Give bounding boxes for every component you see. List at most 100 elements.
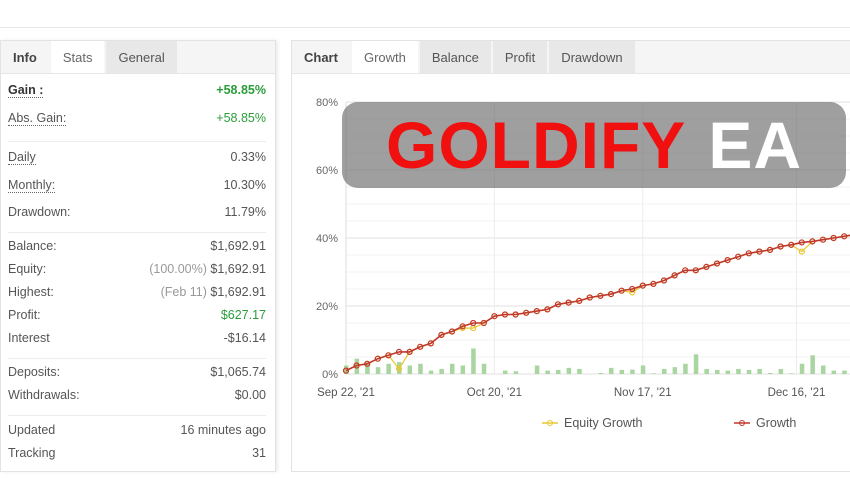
tab-growth[interactable]: Growth [351, 41, 418, 73]
stat-label[interactable]: Gain : [8, 83, 44, 98]
stat-row: Monthly: 10.30% [8, 178, 266, 193]
stat-label[interactable]: Monthly: [8, 178, 56, 193]
x-tick-label: Dec 16, '21 [768, 387, 826, 399]
volume-bar [651, 373, 656, 374]
stat-value-text: $1,692.91 [210, 285, 266, 299]
volume-bar [672, 367, 678, 374]
data-point [554, 301, 562, 308]
divider [8, 141, 266, 142]
stat-value-text: $1,065.74 [210, 365, 266, 379]
volume-bar [736, 368, 741, 374]
stat-row: Highest: (Feb 11) $1,692.91 [8, 285, 266, 299]
stat-row: Tracking 31 [8, 446, 266, 460]
stat-value-text: $0.00 [234, 388, 266, 402]
stat-prefix: (Feb 11) [160, 285, 207, 299]
volume-bar [386, 363, 391, 374]
data-point [660, 277, 668, 284]
volume-bar [662, 368, 667, 374]
data-point [342, 367, 350, 374]
tab-info[interactable]: Info [1, 41, 49, 73]
data-point [448, 328, 456, 335]
volume-bar [503, 370, 508, 374]
volume-bar [789, 373, 794, 374]
stat-value-text: 0.33% [230, 150, 266, 164]
stat-row: Equity: (100.00%) $1,692.91 [8, 262, 266, 276]
volume-bar [534, 365, 540, 374]
stat-label: Equity: [8, 262, 47, 276]
stat-value: $627.17 [221, 308, 266, 322]
tab-chart[interactable]: Chart [292, 41, 350, 73]
stat-value: 0.33% [231, 150, 266, 165]
stat-label[interactable]: Daily [8, 150, 36, 165]
data-point [724, 257, 731, 264]
data-point [841, 233, 848, 240]
stat-value: $0.00 [235, 388, 266, 402]
x-tick-label: Oct 20, '21 [467, 387, 522, 399]
data-point [713, 260, 721, 267]
data-point [692, 267, 699, 274]
data-point [798, 239, 805, 246]
divider [8, 415, 266, 416]
data-point [385, 352, 392, 359]
stat-value: 31 [252, 446, 266, 460]
x-tick-label: Nov 17, '21 [614, 387, 672, 399]
stat-label: Profit: [8, 308, 41, 322]
stat-label: Deposits: [8, 365, 61, 379]
volume-bar [693, 354, 699, 374]
tab-balance[interactable]: Balance [419, 41, 491, 73]
stat-row: Profit: $627.17 [8, 308, 266, 322]
stat-value: $1,065.74 [210, 365, 266, 379]
divider [8, 232, 266, 233]
stat-row: Withdrawals: $0.00 [8, 388, 266, 402]
title-banner: GOLDIFY EA [342, 102, 846, 188]
volume-bar [481, 363, 487, 374]
banner-title-red: GOLDIFY [385, 108, 687, 182]
volume-bar [683, 363, 688, 374]
volume-bar [619, 369, 625, 374]
legend-marker [739, 420, 745, 426]
volume-bar [630, 369, 635, 374]
data-point [798, 248, 805, 255]
data-point [438, 331, 445, 338]
stat-label[interactable]: Abs. Gain: [8, 111, 67, 126]
tab-general[interactable]: General [106, 41, 177, 73]
volume-bar [746, 369, 752, 374]
stat-value: +58.85% [216, 83, 266, 98]
volume-bar [725, 370, 731, 374]
y-tick-label: 80% [316, 97, 338, 109]
data-point [470, 319, 477, 327]
stat-row: Drawdown: 11.79% [8, 205, 266, 219]
data-point [533, 308, 540, 315]
x-tick-label: Sep 22, '21 [317, 387, 375, 399]
stat-value-text: 10.30% [223, 178, 266, 192]
data-point [756, 248, 763, 255]
volume-bar [428, 370, 434, 374]
volume-bar [577, 368, 582, 374]
data-point [629, 285, 636, 293]
tab-stats[interactable]: Stats [50, 41, 105, 73]
stat-label: Withdrawals: [8, 388, 80, 402]
stat-value: +58.85% [216, 111, 266, 126]
data-point [703, 263, 710, 270]
volume-bar [715, 369, 720, 374]
legend-marker [547, 420, 553, 426]
data-point [544, 306, 551, 313]
stat-value: (Feb 11) $1,692.91 [161, 285, 266, 299]
volume-bar [566, 367, 572, 374]
volume-bar [556, 369, 561, 374]
stat-value-text: -$16.14 [223, 331, 266, 345]
volume-bar [365, 362, 370, 374]
stat-value-text: +58.85% [216, 83, 266, 97]
data-point [671, 272, 678, 279]
data-point [395, 365, 403, 372]
legend-label: Growth [756, 416, 796, 430]
volume-bar [842, 370, 847, 374]
stat-value-text: $627.17 [220, 308, 266, 322]
data-point [374, 355, 381, 362]
tab-drawdown[interactable]: Drawdown [549, 41, 635, 73]
volume-bar [810, 355, 815, 374]
data-point [766, 246, 774, 253]
stat-value: -$16.14 [224, 331, 266, 345]
tab-profit[interactable]: Profit [492, 41, 548, 73]
stat-label: Tracking [8, 446, 56, 460]
